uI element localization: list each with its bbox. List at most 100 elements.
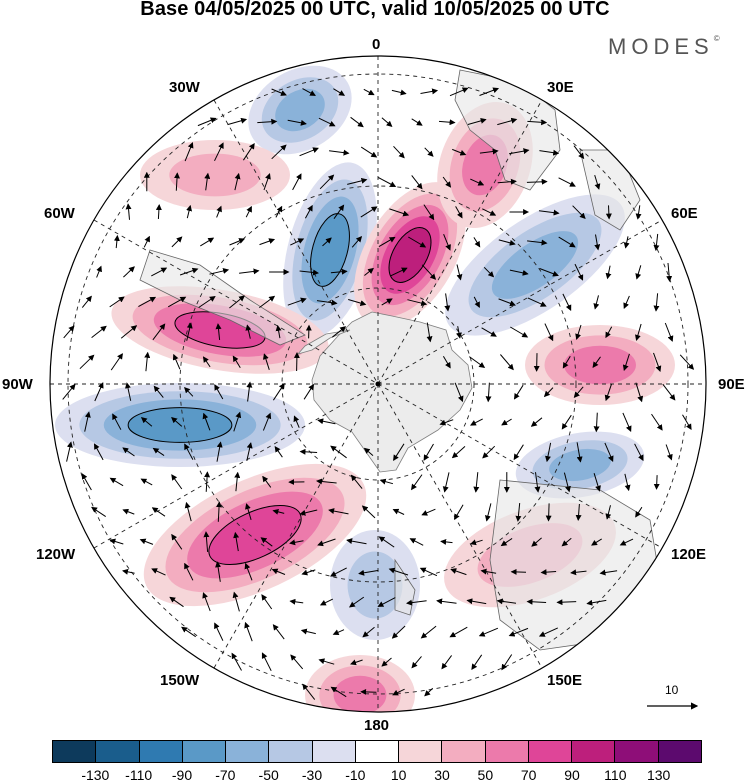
wind-vector xyxy=(497,178,517,185)
wind-vector xyxy=(364,267,374,276)
wind-vector xyxy=(184,501,192,522)
wind-vector xyxy=(81,473,92,491)
wind-vectors xyxy=(62,87,695,700)
wind-vector xyxy=(204,471,211,492)
wind-vector xyxy=(471,654,483,671)
wind-vector xyxy=(316,299,338,306)
colorbar-swatch xyxy=(442,741,486,762)
wind-vector xyxy=(411,118,423,126)
lon-label-120w: 120W xyxy=(36,546,76,563)
colorbar-swatch xyxy=(182,741,227,762)
lon-label-90w: 90W xyxy=(2,376,33,393)
wind-vector xyxy=(619,538,634,546)
wind-vector xyxy=(361,505,376,519)
brand-mark: © xyxy=(713,34,720,43)
wind-vector xyxy=(622,412,632,433)
wind-vector xyxy=(186,322,193,341)
wind-vector xyxy=(350,116,364,128)
wind-vector xyxy=(390,267,408,277)
wind-vector xyxy=(635,205,642,220)
wind-vector xyxy=(420,625,437,639)
wind-vector xyxy=(351,235,363,248)
wind-vector xyxy=(303,383,315,400)
wind-vector xyxy=(167,296,187,308)
wind-vector xyxy=(455,206,463,219)
wind-vector xyxy=(482,208,497,216)
wind-vector xyxy=(151,568,166,576)
wind-vector xyxy=(539,149,560,156)
wind-vector xyxy=(624,473,631,492)
colorbar-swatch xyxy=(139,741,183,762)
wind-vector xyxy=(184,562,194,581)
wind-vector xyxy=(66,441,73,462)
wind-vector xyxy=(574,263,584,281)
lon-label-30w: 30W xyxy=(169,79,200,96)
wind-vector xyxy=(289,598,304,605)
wind-vector xyxy=(561,414,572,430)
colorbar-swatch xyxy=(312,741,356,762)
colorbar-swatch xyxy=(399,741,443,762)
wind-vector xyxy=(591,538,602,546)
colorbar-swatch xyxy=(528,741,573,762)
wind-vector xyxy=(635,265,642,280)
wind-vector xyxy=(123,266,135,278)
positive-anomaly xyxy=(140,140,290,210)
wind-vector xyxy=(328,508,349,515)
wind-vector xyxy=(393,145,405,159)
wind-vector xyxy=(272,382,285,401)
colorbar-tick-label: -90 xyxy=(171,767,193,783)
wind-vector xyxy=(350,659,363,666)
wind-vector xyxy=(483,266,495,278)
wind-vector xyxy=(635,506,643,518)
wind-vector xyxy=(214,622,224,641)
wind-vector xyxy=(544,323,554,342)
wind-vector xyxy=(379,478,394,485)
wind-vector xyxy=(593,473,601,492)
wind-vector xyxy=(545,442,552,463)
wind-vector xyxy=(622,353,630,372)
colorbar-swatch xyxy=(226,741,270,762)
colorbar-tick-label: 30 xyxy=(434,767,450,783)
wind-vector xyxy=(261,652,272,672)
wind-vector xyxy=(360,206,378,218)
wind-vector xyxy=(259,238,276,246)
wind-vector xyxy=(304,204,313,219)
wind-vector xyxy=(290,654,304,670)
wind-vector xyxy=(392,508,405,515)
colorbar-swatch xyxy=(355,741,400,762)
wind-vector xyxy=(593,412,600,433)
wind-vector xyxy=(259,295,276,309)
lon-label-150e: 150E xyxy=(547,672,583,689)
wind-vector xyxy=(470,539,483,546)
wind-vector xyxy=(198,295,216,308)
wind-vector xyxy=(527,119,548,126)
wind-vector xyxy=(109,477,124,487)
wind-vector xyxy=(229,238,246,246)
wind-vector xyxy=(449,87,469,97)
wind-vector xyxy=(593,295,600,310)
wind-vector xyxy=(330,445,347,459)
colorbar-tick-label: 50 xyxy=(477,767,494,783)
wind-vector xyxy=(391,89,407,96)
wind-vector xyxy=(526,178,548,185)
colorbar-swatch xyxy=(53,741,97,762)
wind-vector xyxy=(214,142,224,162)
wind-vector xyxy=(381,298,393,306)
wind-vector xyxy=(378,236,396,248)
wind-vector xyxy=(172,353,181,370)
wind-vector xyxy=(262,475,272,488)
wind-vector xyxy=(378,536,395,548)
wind-vector xyxy=(151,267,168,277)
colorbar-tick-label: -30 xyxy=(301,767,323,783)
positive-anomaly xyxy=(143,463,367,607)
wind-vector xyxy=(214,384,224,400)
wind-vector xyxy=(216,501,223,522)
wind-vector xyxy=(599,569,618,576)
wind-vector xyxy=(497,117,518,126)
wind-vector xyxy=(169,596,184,608)
wind-vector xyxy=(96,265,102,278)
wind-vector xyxy=(333,204,345,219)
wind-vector xyxy=(377,597,396,607)
wind-vector xyxy=(478,627,499,637)
wind-vector xyxy=(125,203,132,220)
